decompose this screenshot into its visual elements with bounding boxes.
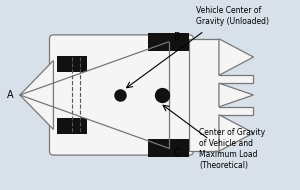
Polygon shape bbox=[219, 83, 254, 107]
FancyBboxPatch shape bbox=[50, 35, 194, 155]
Text: A: A bbox=[7, 90, 14, 100]
Bar bbox=[57, 56, 87, 72]
Polygon shape bbox=[20, 60, 53, 130]
Polygon shape bbox=[219, 39, 254, 75]
Polygon shape bbox=[189, 39, 254, 151]
Text: Center of Gravity
of Vehicle and
Maximum Load
(Theoretical): Center of Gravity of Vehicle and Maximum… bbox=[199, 127, 266, 170]
Bar bbox=[148, 33, 189, 51]
Bar bbox=[57, 118, 87, 134]
Text: B: B bbox=[174, 32, 180, 42]
Text: C: C bbox=[174, 148, 180, 158]
Bar bbox=[148, 139, 189, 157]
Text: Vehicle Center of
Gravity (Unloaded): Vehicle Center of Gravity (Unloaded) bbox=[196, 6, 269, 26]
Polygon shape bbox=[219, 115, 254, 151]
